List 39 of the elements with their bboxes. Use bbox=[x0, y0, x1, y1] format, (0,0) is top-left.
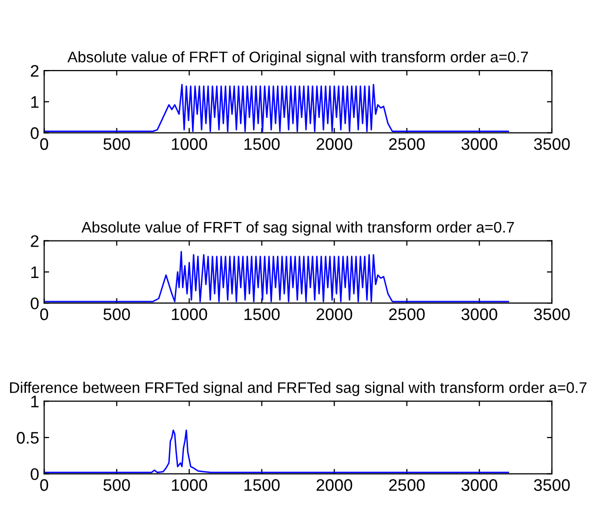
y-tick-label: 1 bbox=[31, 266, 38, 278]
y-tick-label: 2 bbox=[30, 64, 38, 77]
x-tick-label: 1500 bbox=[244, 479, 280, 491]
y-tick-label: 2 bbox=[30, 235, 38, 247]
x-tick-label: 500 bbox=[103, 479, 130, 491]
y-tick-label: 0 bbox=[30, 127, 39, 140]
y-tick-label: 0.5 bbox=[16, 432, 39, 444]
x-tick-label: 2500 bbox=[389, 138, 425, 150]
line-series bbox=[44, 430, 510, 474]
y-tick-label: 0 bbox=[30, 468, 39, 480]
x-tick-label: 2000 bbox=[316, 308, 352, 320]
x-tick-label: 0 bbox=[40, 308, 48, 320]
chart-title: Absolute value of FRFT of sag signal with transform order a=0.7 bbox=[81, 221, 514, 236]
x-tick-label: 500 bbox=[103, 308, 130, 320]
x-tick-label: 1500 bbox=[244, 308, 280, 320]
x-tick-label: 2500 bbox=[389, 308, 425, 320]
x-tick-label: 2000 bbox=[316, 479, 352, 491]
y-tick-label: 0 bbox=[30, 297, 39, 310]
x-tick-label: 1000 bbox=[172, 138, 208, 150]
x-tick-label: 1000 bbox=[172, 479, 208, 491]
chart-title: Difference between FRFTed signal and FRFTed sag signal with transform order a=0.7 bbox=[10, 382, 587, 396]
x-tick-label: 3500 bbox=[534, 308, 570, 320]
x-tick-label: 2000 bbox=[316, 138, 352, 150]
x-tick-label: 500 bbox=[103, 138, 130, 150]
x-tick-label: 1500 bbox=[244, 138, 280, 150]
line-series bbox=[44, 251, 510, 302]
x-tick-label: 0 bbox=[40, 138, 48, 150]
x-tick-label: 3500 bbox=[534, 138, 570, 150]
y-tick-label: 1 bbox=[31, 396, 38, 408]
x-tick-label: 0 bbox=[40, 479, 48, 491]
x-tick-label: 2500 bbox=[389, 479, 425, 491]
x-tick-label: 3500 bbox=[534, 479, 570, 491]
chart-title: Absolute value of FRFT of Original signal with transform order a=0.7 bbox=[67, 51, 528, 66]
y-tick-label: 1 bbox=[31, 96, 38, 108]
x-tick-label: 3000 bbox=[461, 138, 498, 150]
line-series bbox=[44, 84, 510, 132]
x-tick-label: 3000 bbox=[461, 479, 498, 491]
x-tick-label: 1000 bbox=[172, 308, 208, 320]
x-tick-label: 3000 bbox=[461, 308, 498, 320]
